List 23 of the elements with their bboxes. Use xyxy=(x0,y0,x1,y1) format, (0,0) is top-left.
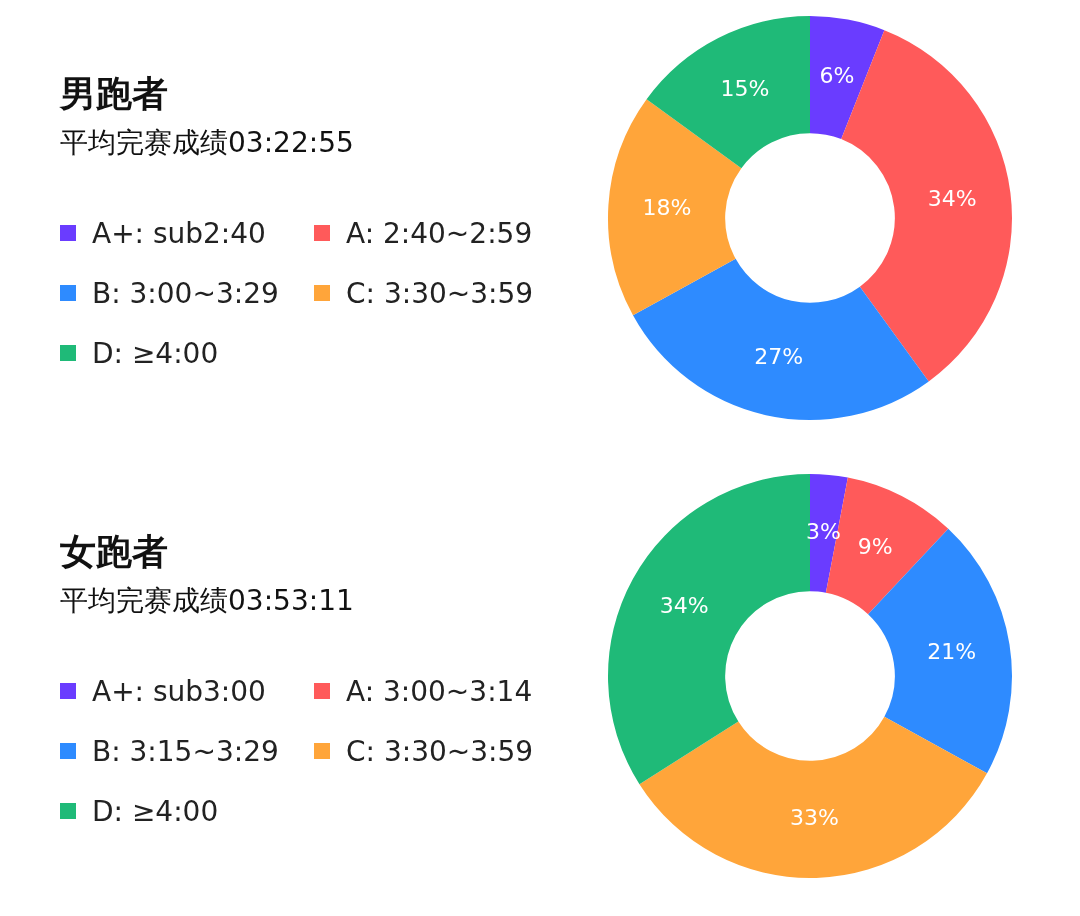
data-label: 33% xyxy=(790,805,839,831)
data-label: 6% xyxy=(819,62,855,88)
legend-label: A: 3:00~3:14 xyxy=(346,674,533,708)
data-label: 18% xyxy=(642,194,692,220)
legend-label: A+: sub2:40 xyxy=(92,216,266,250)
data-label: 34% xyxy=(659,592,709,618)
text: 平均完赛成绩03:22:55 xyxy=(60,125,354,161)
text: 男跑者 xyxy=(60,72,168,116)
legend-label: B: 3:00~3:29 xyxy=(92,276,279,310)
text: 平均完赛成绩03:53:11 xyxy=(60,583,354,619)
legend-label: D: ≥4:00 xyxy=(92,336,219,370)
data-label: 27% xyxy=(754,343,804,369)
legend-label: A+: sub3:00 xyxy=(92,674,266,708)
data-label: 34% xyxy=(927,185,977,211)
legend-label: B: 3:15~3:29 xyxy=(92,734,279,768)
data-label: 15% xyxy=(720,75,770,101)
legend-label: D: ≥4:00 xyxy=(92,794,219,828)
legend-label: C: 3:30~3:59 xyxy=(346,734,534,768)
legend-label: A: 2:40~2:59 xyxy=(346,216,533,250)
legend-label: C: 3:30~3:59 xyxy=(346,276,534,310)
data-label: 21% xyxy=(927,639,977,665)
text: 女跑者 xyxy=(60,530,168,574)
data-label: 9% xyxy=(857,533,893,559)
